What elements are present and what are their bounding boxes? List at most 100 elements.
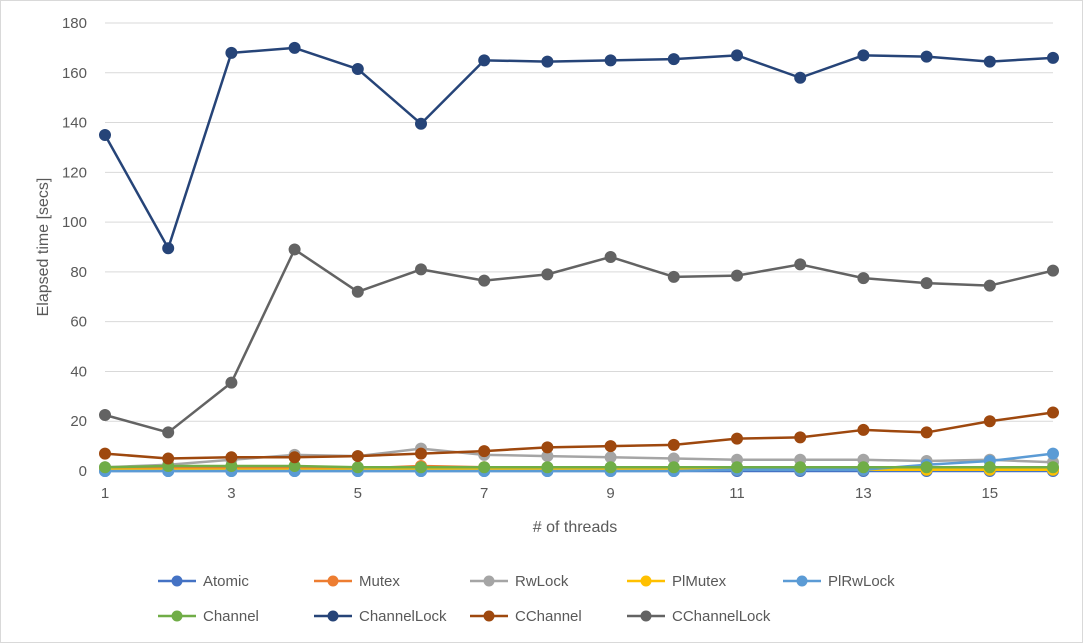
data-point-cchannellock [857, 272, 870, 285]
legend-marker [171, 610, 183, 622]
y-tick-label: 160 [62, 65, 87, 82]
y-tick-label: 20 [70, 413, 87, 430]
data-point-rwlock [604, 451, 617, 464]
y-tick-label: 100 [62, 214, 87, 231]
legend-marker [796, 575, 808, 587]
legend-label: Atomic [203, 573, 249, 590]
data-point-cchannel [857, 423, 870, 436]
data-point-channel [731, 461, 743, 474]
legend-marker [640, 610, 652, 622]
data-point-channellock [857, 49, 870, 62]
series-line-channellock [103, 46, 1055, 250]
data-point-channel [415, 461, 427, 474]
series-line-cchannel [103, 411, 1055, 460]
data-point-channel [857, 461, 870, 474]
data-point-channellock [731, 49, 743, 62]
data-point-channel [541, 461, 554, 474]
data-point-cchannellock [225, 376, 238, 389]
data-point-channellock [541, 55, 554, 68]
data-point-cchannellock [99, 409, 111, 421]
data-point-cchannel [351, 450, 364, 463]
y-tick-label: 40 [70, 363, 87, 380]
x-tick-label: 15 [981, 485, 998, 502]
data-point-channellock [794, 71, 807, 84]
data-point-cchannel [99, 447, 111, 460]
data-point-cchannel [478, 445, 491, 458]
x-tick-label: 7 [480, 485, 488, 502]
y-tick-label: 180 [62, 15, 87, 32]
data-point-cchannel [541, 441, 554, 454]
legend-label: RwLock [515, 573, 569, 590]
data-point-cchannel [288, 451, 301, 464]
data-point-channellock [983, 55, 996, 68]
legend-marker [483, 610, 495, 622]
data-point-channellock [920, 50, 933, 63]
data-point-cchannellock [1047, 264, 1059, 277]
data-point-channellock [225, 46, 238, 59]
data-point-cchannellock [731, 269, 743, 282]
data-point-cchannellock [667, 270, 680, 283]
y-axis-title: Elapsed time [secs] [35, 178, 52, 317]
legend-label: PlMutex [672, 573, 727, 590]
data-point-channel [983, 461, 996, 474]
y-tick-label: 80 [70, 264, 87, 281]
legend-marker [171, 575, 183, 587]
x-tick-label: 13 [855, 485, 872, 502]
data-point-cchannellock [920, 277, 933, 290]
data-point-cchannellock [162, 426, 175, 439]
x-tick-label: 1 [101, 485, 109, 502]
data-point-cchannel [983, 415, 996, 428]
data-point-channellock [478, 54, 491, 67]
data-point-cchannel [415, 447, 427, 460]
x-tick-label: 3 [227, 485, 235, 502]
series-line-cchannellock [103, 248, 1055, 434]
legend-label: Mutex [359, 573, 400, 590]
data-point-cchannellock [983, 279, 996, 292]
legend-label: Channel [203, 608, 259, 625]
legend-marker [327, 575, 339, 587]
series-line-channel [103, 464, 1055, 469]
data-point-channel [604, 461, 617, 474]
x-axis-title: # of threads [533, 519, 618, 536]
data-point-cchannellock [351, 285, 364, 298]
data-point-channellock [99, 129, 111, 141]
data-point-cchannel [162, 452, 175, 465]
data-point-cchannel [794, 431, 807, 444]
data-point-channel [351, 461, 364, 474]
data-point-cchannel [667, 438, 680, 451]
data-point-cchannellock [604, 250, 617, 263]
data-point-cchannellock [478, 274, 491, 287]
data-point-channel [1047, 461, 1059, 474]
data-point-cchannel [604, 440, 617, 453]
data-point-cchannellock [415, 263, 427, 276]
data-point-channellock [288, 41, 301, 54]
data-point-channel [794, 461, 807, 474]
data-point-channel [667, 461, 680, 474]
y-tick-label: 0 [79, 463, 87, 480]
data-point-cchannellock [288, 243, 301, 256]
legend-marker [483, 575, 495, 587]
x-tick-label: 11 [729, 485, 745, 502]
legend-label: PlRwLock [828, 573, 895, 590]
y-tick-label: 60 [70, 314, 87, 331]
data-point-cchannel [920, 426, 933, 439]
data-point-channellock [162, 242, 175, 255]
data-point-cchannel [731, 432, 743, 445]
data-point-channellock [415, 117, 427, 130]
legend-label: CChannelLock [672, 608, 771, 625]
y-tick-label: 120 [62, 164, 87, 181]
data-point-channel [478, 461, 491, 474]
data-point-channel [99, 461, 111, 474]
data-point-cchannel [225, 451, 238, 464]
data-point-channellock [604, 54, 617, 67]
data-point-cchannellock [541, 268, 554, 281]
data-point-channellock [351, 63, 364, 76]
legend-label: CChannel [515, 608, 582, 625]
data-point-channel [920, 461, 933, 474]
legend-label: ChannelLock [359, 608, 447, 625]
y-tick-label: 140 [62, 115, 87, 132]
x-tick-label: 9 [606, 485, 614, 502]
data-point-plrwlock [1047, 447, 1059, 460]
